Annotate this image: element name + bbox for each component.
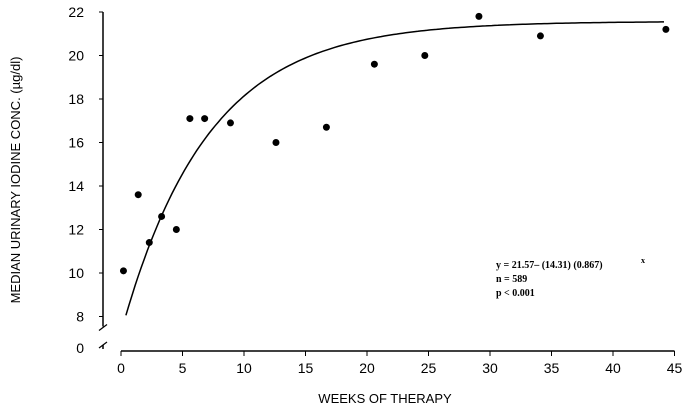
x-tick-label: 20	[359, 360, 375, 376]
data-point	[145, 239, 153, 247]
x-tick-label: 45	[667, 360, 683, 376]
y-tick-label: 14	[68, 178, 84, 194]
data-point	[172, 226, 180, 233]
x-axis-label: WEEKS OF THERAPY	[318, 391, 452, 406]
data-point	[201, 115, 209, 123]
y-axis-label: MEDIAN URINARY IODINE CONC. (µg/dl)	[8, 57, 23, 304]
equation-exponent: x	[641, 256, 645, 265]
axes: 8 10 12 14 16 18 20 22 0 0 5 10 15 20 25 30 35 40 45	[68, 4, 682, 376]
data-point	[226, 119, 234, 127]
x-tick-label: 10	[236, 360, 252, 376]
x-tick-label: 0	[117, 360, 125, 376]
data-point	[662, 25, 670, 33]
fit-curve	[125, 21, 664, 316]
y-tick-label: 10	[68, 265, 84, 281]
data-point	[119, 267, 127, 275]
y-tick-label: 22	[68, 4, 84, 20]
x-tick-label: 5	[179, 360, 187, 376]
data-point	[272, 139, 280, 146]
y-tick-label: 16	[68, 135, 84, 151]
data-points	[119, 12, 670, 275]
y-axis-break-mark	[98, 324, 108, 331]
y-tick-label: 8	[76, 309, 84, 325]
data-point	[322, 123, 330, 131]
x-tick-label: 25	[421, 360, 437, 376]
x-tick-label: 30	[482, 360, 498, 376]
p-value-text: p < 0.001	[496, 288, 535, 299]
y-tick-label: 12	[68, 222, 84, 238]
y-tick-label: 18	[68, 91, 84, 107]
equation-text: y = 21.57– (14.31) (0.867)	[496, 260, 603, 271]
data-point	[370, 60, 378, 68]
data-point	[421, 52, 429, 59]
x-tick-label: 15	[298, 360, 314, 376]
fit-curve-group	[125, 21, 664, 316]
y-tick-label: 0	[76, 340, 84, 356]
data-point	[536, 32, 544, 40]
data-point	[134, 191, 142, 199]
data-point	[158, 212, 166, 220]
equation-annotation: y = 21.57– (14.31) (0.867) x n = 589 p <…	[496, 256, 645, 299]
data-point	[186, 115, 194, 123]
x-tick-label: 40	[605, 360, 621, 376]
x-tick-label: 35	[544, 360, 560, 376]
y-tick-label: 20	[68, 48, 84, 64]
n-text: n = 589	[496, 274, 527, 285]
data-point	[475, 12, 483, 20]
